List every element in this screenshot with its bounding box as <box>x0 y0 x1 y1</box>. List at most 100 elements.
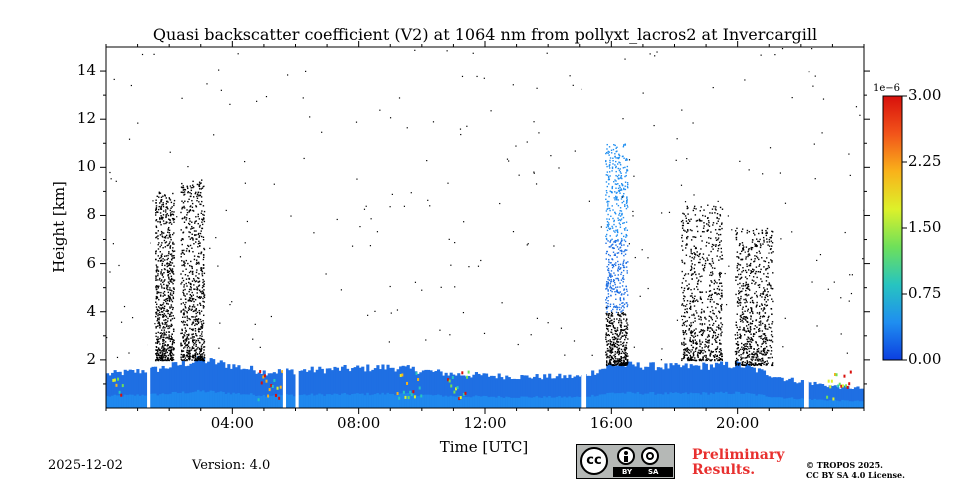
cloud-point <box>616 146 618 148</box>
cloud-point <box>187 299 190 301</box>
noise-point <box>218 69 220 71</box>
cloud-point <box>195 275 197 277</box>
cloud-point <box>195 263 198 265</box>
cloud-point <box>199 295 201 298</box>
boundary-layer-segment <box>530 378 534 408</box>
cloud-point <box>622 342 624 345</box>
cloud-point <box>708 225 711 227</box>
cloud-point <box>191 299 194 301</box>
cloud-point <box>686 350 688 353</box>
cloud-point <box>167 325 170 327</box>
cloud-point <box>620 210 623 212</box>
cloud-point <box>185 250 188 252</box>
near-surface-layer <box>472 396 476 408</box>
cloud-point <box>608 321 610 324</box>
boundary-layer-segment <box>171 362 175 408</box>
cloud-point <box>197 243 200 245</box>
boundary-layer-segment <box>783 381 787 408</box>
cloud-point <box>166 288 168 290</box>
near-surface-layer <box>725 391 729 408</box>
cloud-point <box>193 344 195 346</box>
cloud-point <box>625 207 628 210</box>
cloud-point <box>609 161 611 164</box>
cloud-point <box>170 349 172 352</box>
noise-point <box>633 346 635 348</box>
cloud-point <box>181 344 183 347</box>
cloud-point <box>615 357 617 360</box>
noise-point <box>426 160 428 162</box>
near-surface-layer <box>682 393 686 408</box>
cloud-point <box>690 334 693 337</box>
boundary-layer-segment <box>780 377 784 408</box>
cloud-point <box>715 355 718 358</box>
boundary-layer-segment <box>588 375 592 408</box>
cloud-point <box>680 342 683 344</box>
cloud-point <box>698 219 701 221</box>
cloud-point <box>170 354 173 357</box>
cloud-point <box>617 199 619 201</box>
cloud-point <box>759 252 761 254</box>
cloud-point <box>611 238 613 241</box>
cloud-point <box>766 257 768 259</box>
strong-backscatter-mark <box>121 384 124 388</box>
cloud-point <box>202 185 205 188</box>
cloud-point <box>193 310 195 312</box>
near-surface-layer <box>596 395 600 408</box>
cloud-point <box>167 294 170 297</box>
cloud-point <box>194 222 196 224</box>
cloud-point <box>739 328 741 331</box>
near-surface-layer <box>209 390 213 408</box>
strong-backscatter-mark <box>826 395 829 399</box>
cloud-point <box>759 363 761 365</box>
cloud-point <box>189 300 191 302</box>
near-surface-layer <box>780 397 784 408</box>
cloud-point <box>188 297 191 299</box>
cloud-point <box>203 272 206 275</box>
boundary-layer-segment <box>651 362 655 408</box>
near-surface-layer <box>356 393 360 408</box>
cloud-point <box>609 322 611 324</box>
cloud-point <box>182 339 185 342</box>
cloud-point <box>182 264 185 266</box>
cloud-point <box>183 207 186 209</box>
cloud-point <box>183 249 185 252</box>
near-surface-layer <box>719 391 724 408</box>
cloud-point <box>610 215 612 217</box>
cloud-point <box>765 342 767 345</box>
noise-point <box>850 292 853 295</box>
strong-backscatter-mark <box>845 384 848 388</box>
cloud-point <box>689 357 691 360</box>
boundary-layer-segment <box>207 361 211 408</box>
noise-point <box>851 274 853 276</box>
cloud-point <box>164 323 166 326</box>
cloud-point <box>199 232 202 235</box>
cloud-point <box>624 364 627 366</box>
cloud-point <box>161 218 163 220</box>
cloud-point <box>196 199 198 202</box>
cloud-point <box>756 364 758 366</box>
cloud-point <box>198 236 200 238</box>
near-surface-layer <box>401 393 405 408</box>
cloud-point <box>694 320 696 322</box>
cloud-point <box>161 354 164 356</box>
boundary-layer-segment <box>265 375 269 408</box>
cloud-point <box>618 222 621 224</box>
cloud-point <box>202 291 205 294</box>
cloud-point <box>706 341 709 344</box>
boundary-layer-segment <box>712 367 716 408</box>
cloud-point <box>711 318 714 321</box>
cloud-point <box>196 286 198 288</box>
cloud-point <box>700 235 702 237</box>
cc-license-badge[interactable]: cc BY SA <box>576 444 675 479</box>
cloud-point <box>605 163 608 165</box>
cloud-point <box>768 261 770 264</box>
cloud-point <box>181 206 184 209</box>
cloud-point <box>157 287 160 289</box>
cloud-point <box>683 356 685 358</box>
cloud-point <box>762 236 765 239</box>
cloud-point <box>686 349 688 352</box>
near-surface-layer <box>285 394 289 408</box>
cloud-point <box>155 327 157 329</box>
cloud-point <box>609 287 611 289</box>
cloud-point <box>192 180 194 183</box>
